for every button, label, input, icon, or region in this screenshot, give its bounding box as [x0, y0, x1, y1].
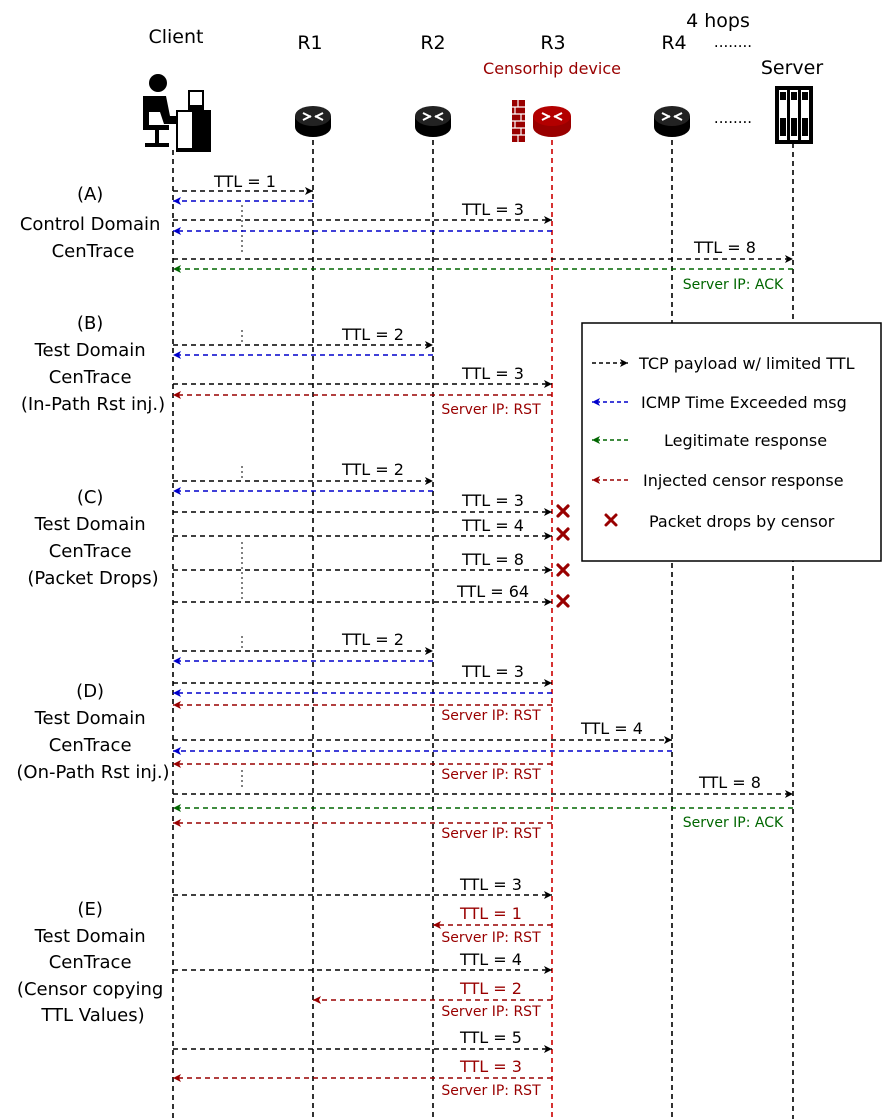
- legend-injected-label: Injected censor response: [643, 471, 844, 490]
- server-rst-label: Server IP: RST: [441, 1083, 541, 1099]
- r3-label: R3: [540, 32, 565, 54]
- server-rst-label: Server IP: RST: [441, 826, 541, 842]
- legend-legit-label: Legitimate response: [664, 431, 827, 450]
- section-e: (E) Test Domain CenTrace (Censor copying…: [17, 899, 169, 1026]
- ttl-label: TTL = 1: [459, 904, 522, 923]
- server-rst-label: Server IP: RST: [441, 402, 541, 418]
- r3-censor-router-icon: [512, 100, 571, 142]
- server-ack-label: Server IP: ACK: [683, 815, 784, 831]
- ttl-label: TTL = 8: [461, 550, 524, 569]
- message-arrows: [173, 187, 793, 1082]
- legend-drops-label: Packet drops by censor: [649, 512, 835, 531]
- section-a: (A) Control Domain CenTrace: [20, 184, 166, 262]
- ttl-label: TTL = 1: [213, 172, 276, 191]
- ttl-label: TTL = 4: [459, 950, 522, 969]
- r1-router-icon: [295, 106, 331, 137]
- section-d: (D) Test Domain CenTrace (On-Path Rst in…: [16, 681, 169, 783]
- ttl-label: TTL = 64: [456, 582, 529, 601]
- legend: TCP payload w/ limited TTL ICMP Time Exc…: [581, 322, 882, 562]
- censor-device-label: Censorhip device: [483, 59, 621, 78]
- r2-router-icon: [415, 106, 451, 137]
- arrow-labels: TTL = 1 TTL = 3 TTL = 8 Server IP: ACK T…: [213, 172, 784, 1099]
- hops-dots: ........: [714, 33, 752, 51]
- drop-x-icon: [556, 527, 570, 541]
- ttl-label: TTL = 8: [693, 238, 756, 257]
- ttl-label: TTL = 3: [459, 1057, 522, 1076]
- server-ack-label: Server IP: ACK: [683, 277, 784, 293]
- legend-icmp-label: ICMP Time Exceeded msg: [641, 393, 847, 412]
- mid-dots: ........: [714, 109, 752, 127]
- ttl-label: TTL = 2: [341, 630, 404, 649]
- node-headers: Client R1 R2 R3 R4 4 hops ........ Serve…: [148, 10, 823, 127]
- ttl-label: TTL = 4: [580, 719, 643, 738]
- ttl-label: TTL = 8: [698, 773, 761, 792]
- drop-x-icon: [556, 504, 570, 518]
- ttl-label: TTL = 3: [459, 875, 522, 894]
- ttl-label: TTL = 2: [341, 460, 404, 479]
- legend-tcp-label: TCP payload w/ limited TTL: [638, 354, 855, 373]
- section-b: (B) Test Domain CenTrace (In-Path Rst in…: [21, 313, 165, 415]
- server-rst-label: Server IP: RST: [441, 708, 541, 724]
- r1-label: R1: [297, 32, 322, 54]
- ttl-label: TTL = 2: [341, 325, 404, 344]
- ttl-label: TTL = 5: [459, 1028, 522, 1047]
- ttl-label: TTL = 3: [461, 491, 524, 510]
- hops-label: 4 hops: [686, 10, 750, 32]
- ttl-label: TTL = 3: [461, 364, 524, 383]
- lifelines: [172, 140, 794, 1119]
- r4-router-icon: [654, 106, 690, 137]
- server-label: Server: [761, 57, 823, 79]
- client-label: Client: [148, 26, 203, 48]
- packet-drop-marks: [556, 504, 570, 608]
- ttl-label: TTL = 3: [461, 662, 524, 681]
- section-labels: (A) Control Domain CenTrace (B) Test Dom…: [16, 184, 169, 1026]
- drop-x-icon: [556, 594, 570, 608]
- server-rst-label: Server IP: RST: [441, 767, 541, 783]
- r4-label: R4: [661, 32, 686, 54]
- ttl-label: TTL = 3: [461, 200, 524, 219]
- ttl-label: TTL = 4: [461, 516, 524, 535]
- ttl-label: TTL = 2: [459, 979, 522, 998]
- client-computer-icon: [143, 74, 211, 152]
- drop-x-icon: [556, 563, 570, 577]
- r2-label: R2: [420, 32, 445, 54]
- server-icon: [775, 86, 813, 144]
- server-rst-label: Server IP: RST: [441, 1004, 541, 1020]
- legend-drop-x-icon: [604, 513, 618, 527]
- section-c: (C) Test Domain CenTrace (Packet Drops): [27, 487, 158, 589]
- server-rst-label: Server IP: RST: [441, 930, 541, 946]
